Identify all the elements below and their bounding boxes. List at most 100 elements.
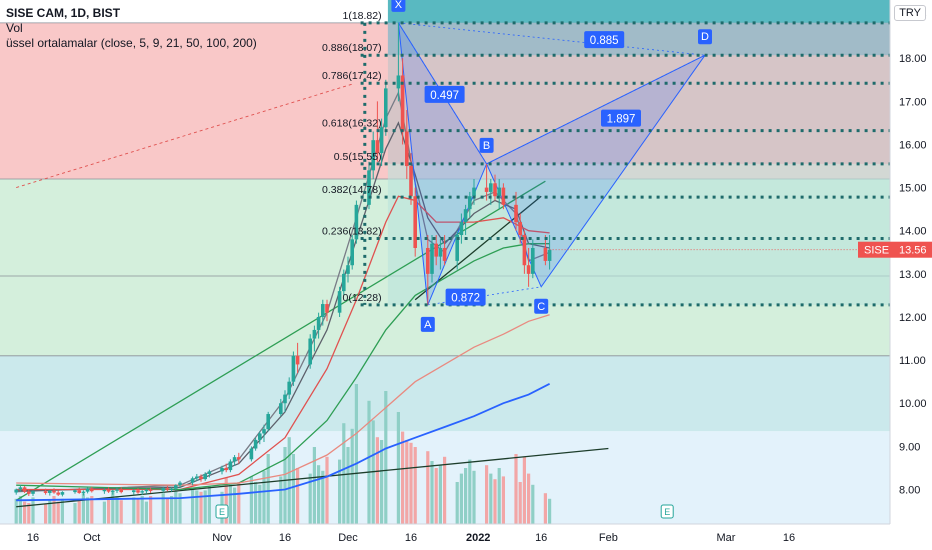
candle-body [291,355,296,382]
volume-bar [296,468,300,524]
volume-bar [527,473,531,524]
fib-top-band [387,22,890,56]
volume-bar [409,442,413,524]
candle-body [85,488,90,492]
volume-bar [317,465,321,524]
volume-bar [199,491,203,524]
candle-body [178,482,182,486]
candle-body [493,183,497,197]
candle-body [60,492,65,495]
volume-bar [102,501,106,524]
time-tick-label: 16 [535,532,547,544]
candle-body [174,485,178,489]
volume-bar [497,468,501,524]
ema-200-line [16,382,551,502]
candle-body [526,265,531,274]
fib-level-label: 0.236(13.82) [322,225,382,237]
point-badge [698,29,712,45]
currency-badge[interactable]: TRY [894,5,926,21]
volume-bar [90,496,94,524]
earnings-marker [215,504,229,519]
fib-levels: 1(18.82) 0.886(18.07) 0.786(17.42) 0.618(16… [322,10,890,307]
fib-level-label: 0.886(18.07) [322,42,382,54]
candle-body [48,490,52,493]
volume-bar [191,487,195,524]
candle-body [316,316,321,330]
fib-lower-box [387,163,890,305]
candle-body [56,492,60,495]
candle-body [434,243,438,257]
volume-bar [342,423,346,524]
volume-bar [174,490,178,524]
ratio-badge [601,109,641,127]
candle-body [354,204,359,240]
price-tick-label: 10.00 [899,398,927,410]
indicator-legend[interactable]: üssel ortalamalar (close, 5, 9, 21, 50, … [6,36,257,50]
candle-body [266,414,270,430]
ratio-badge [424,85,465,103]
time-tick-label: 16 [783,532,795,544]
candle-body [207,471,212,474]
volume-bar [354,384,358,524]
price-tick-label: 11.00 [899,355,926,367]
volume-bar [464,468,468,524]
volume-bar [426,451,430,524]
volume-bar [207,486,211,524]
ratio-badge [584,31,625,49]
harmonic-leg [427,286,542,306]
time-tick-label: Feb [599,532,618,544]
volume-bar [291,454,295,524]
volume-legend[interactable]: Vol [6,21,23,35]
earnings-marker [660,504,674,519]
volume-bar [522,456,526,524]
fib-level-label: 0.618(16.32) [322,118,382,130]
price-tick-label: 8.00 [899,484,920,496]
candle-body [199,476,203,480]
volume-bar [531,484,535,524]
volume-bar [254,482,258,524]
volume-bar [86,497,90,524]
fib-level-label: 0.786(17.42) [322,70,382,82]
candle-body [405,131,409,167]
point-label-d: D [701,31,709,43]
volume-bar [279,476,283,524]
candle-body [468,196,472,210]
fib-level-label: 0.5(15.55) [334,151,382,163]
candle-body [342,273,346,292]
volume-bar [60,498,64,524]
candle-body [484,187,489,192]
volume-bar [401,431,405,524]
price-tick-label: 9.00 [899,441,920,453]
ratio-label: 1.897 [607,114,636,126]
volume-bar [321,470,325,524]
candle-body [396,75,401,89]
candle-body [106,489,111,492]
time-tick-label: 16 [405,532,417,544]
time-tick-label: 16 [27,532,39,544]
time-axis-bg [0,524,932,550]
time-tick-label: Mar [717,532,736,544]
volume-bar [52,496,56,524]
candle-body [52,490,56,493]
volume-bar [119,500,123,524]
candle-body [442,247,447,261]
candle-body [522,235,527,266]
volume-bar [518,482,522,524]
volume-bar [233,487,237,524]
volume-bar [249,476,253,524]
candle-body [430,243,434,274]
last-price-symbol: SISE [864,245,889,257]
dashed-trend [16,83,353,189]
candle-body [438,247,443,257]
candle-body [148,489,153,491]
symbol-title[interactable]: SISE CAM, 1D, BIST [6,6,121,20]
volume-bar [380,440,384,524]
volume-bar [375,437,379,524]
candle-body [279,403,283,415]
volume-bar [413,447,417,524]
volume-bar [396,412,400,524]
candle-body [283,394,287,404]
candle-body [224,467,228,471]
